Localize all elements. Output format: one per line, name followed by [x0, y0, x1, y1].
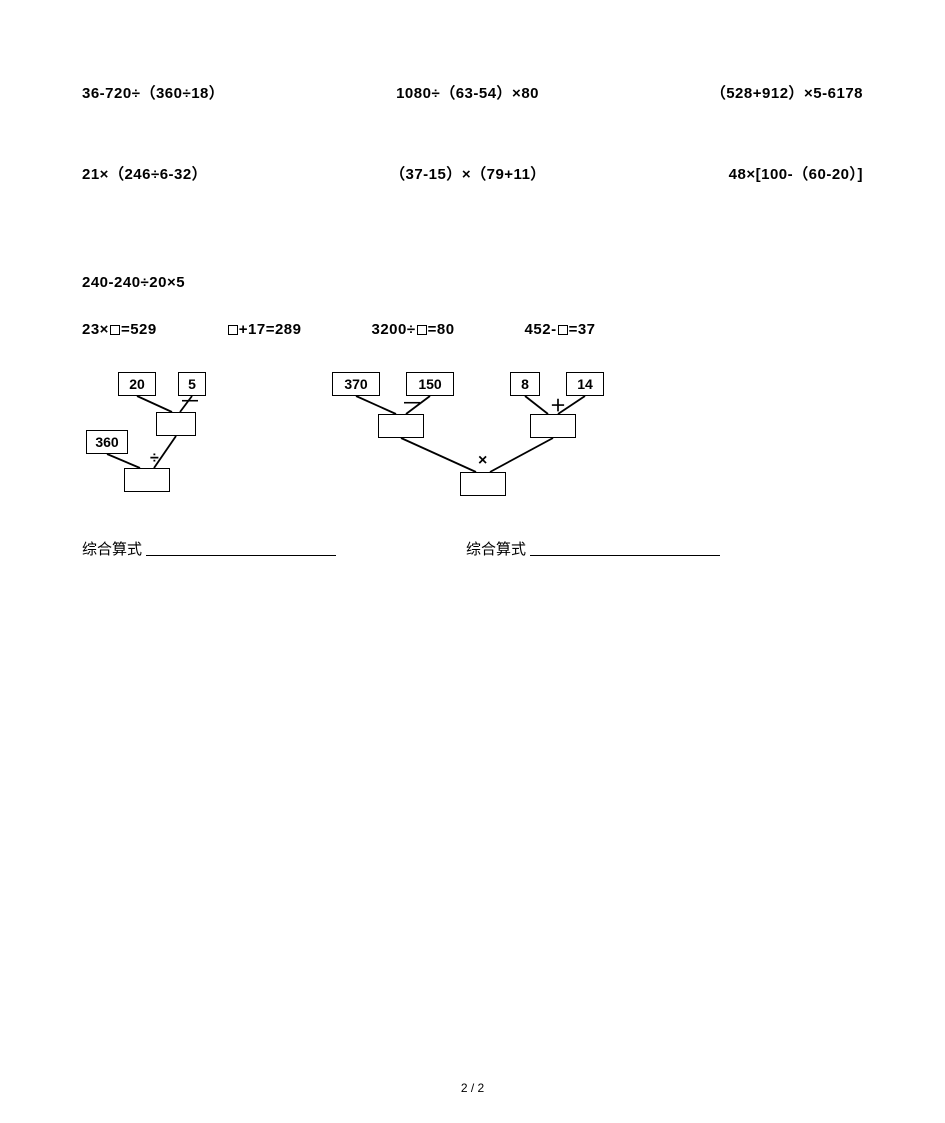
- page-number: 2 / 2: [0, 1081, 945, 1095]
- expression-row-2: 21×（246÷6-32） （37-15）×（79+11） 48×[100-（6…: [82, 163, 863, 184]
- diagram-row: 205360—÷ 370150814—＋×: [82, 372, 863, 504]
- result-box-r2: [530, 414, 576, 438]
- operator-div: ÷: [150, 450, 159, 468]
- expr-1c: （528+912）×5-6178: [711, 82, 863, 103]
- box-icon: [558, 325, 568, 335]
- answer-blank-1: [146, 555, 336, 556]
- expression-row-3: 240-240÷20×5: [82, 274, 863, 291]
- operator-minus: —: [404, 394, 420, 412]
- diagram-2: 370 150 8 14 — ＋ ×: [332, 372, 622, 504]
- result-box-r1: [378, 414, 424, 438]
- node-box-n20: 20: [118, 372, 156, 396]
- eq-3: 3200÷ =80: [371, 321, 454, 338]
- expr-1b: 1080÷（63-54）×80: [396, 82, 539, 103]
- answer-row: 综合算式 综合算式: [82, 538, 863, 559]
- eq-3-post: =80: [428, 321, 455, 338]
- expr-2a: 21×（246÷6-32）: [82, 163, 207, 184]
- operator-plus: ＋: [550, 392, 566, 416]
- combined-label-1: 综合算式: [82, 538, 336, 559]
- eq-4-pre: 452-: [525, 321, 557, 338]
- node-box-n360: 360: [86, 430, 128, 454]
- result-box-r3: [460, 472, 506, 496]
- operator-mul: ×: [478, 452, 487, 470]
- eq-1-pre: 23×: [82, 321, 109, 338]
- node-box-n14: 14: [566, 372, 604, 396]
- eq-1: 23× =529: [82, 321, 157, 338]
- eq-2-post: +17=289: [239, 321, 302, 338]
- diagram-1: 205360—÷: [82, 372, 242, 502]
- node-box-n150: 150: [406, 372, 454, 396]
- expr-2c: 48×[100-（60-20）]: [729, 163, 863, 184]
- result-box-r1: [156, 412, 196, 436]
- eq-1-post: =529: [121, 321, 157, 338]
- eq-2: +17=289: [227, 321, 302, 338]
- eq-4: 452- =37: [525, 321, 596, 338]
- equation-row: 23× =529 +17=289 3200÷ =80 452- =37: [82, 321, 863, 338]
- combined-label-2: 综合算式: [466, 538, 720, 559]
- node-box-n370: 370: [332, 372, 380, 396]
- answer-blank-2: [530, 555, 720, 556]
- eq-3-pre: 3200÷: [371, 321, 415, 338]
- node-box-n8: 8: [510, 372, 540, 396]
- operator-minus: —: [182, 392, 198, 410]
- expression-row-1: 36-720÷（360÷18） 1080÷（63-54）×80 （528+912…: [82, 82, 863, 103]
- eq-4-post: =37: [569, 321, 596, 338]
- box-icon: [417, 325, 427, 335]
- expr-2b: （37-15）×（79+11）: [390, 163, 546, 184]
- result-box-r2: [124, 468, 170, 492]
- box-icon: [110, 325, 120, 335]
- expr-1a: 36-720÷（360÷18）: [82, 82, 224, 103]
- expr-3a: 240-240÷20×5: [82, 274, 185, 291]
- box-icon: [228, 325, 238, 335]
